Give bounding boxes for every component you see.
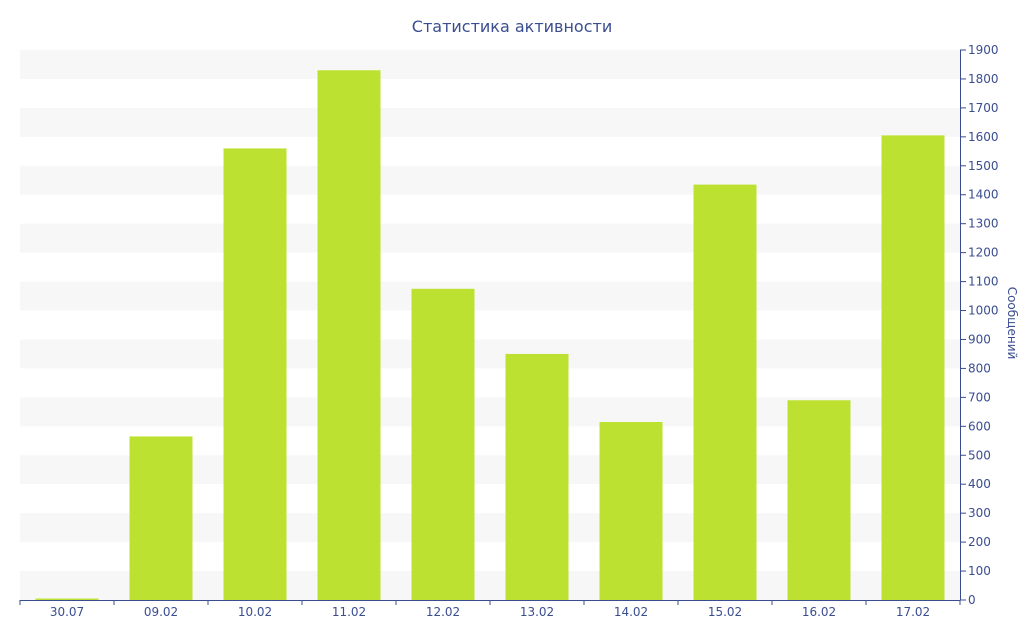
y-tick-label: 1300 (968, 217, 999, 231)
y-tick-label: 800 (968, 361, 991, 375)
x-axis: 30.07 09.02 10.02 11.02 12.02 13.02 14.02 15.02… (19, 600, 961, 619)
grid-band (20, 281, 960, 311)
x-tick-label: 13.02 (520, 605, 554, 619)
x-tick-label: 09.02 (144, 605, 178, 619)
y-tick-label: 0 (968, 593, 976, 607)
y-tick-label: 1900 (968, 43, 999, 57)
bar-17.02 (881, 135, 945, 601)
y-tick-label: 700 (968, 390, 991, 404)
x-tick-label: 30.07 (50, 605, 84, 619)
y-tick-label: 900 (968, 332, 991, 346)
y-tick-label: 1500 (968, 159, 999, 173)
x-tick-label: 11.02 (332, 605, 366, 619)
grid-band (20, 50, 960, 79)
bar-16.02 (787, 400, 851, 600)
y-axis-title: Сообщений (1005, 287, 1019, 360)
y-tick-label: 1100 (968, 275, 999, 289)
bar-10.02 (223, 148, 287, 600)
y-tick-label: 400 (968, 477, 991, 491)
bars-group (35, 70, 945, 601)
y-tick-label: 1800 (968, 72, 999, 86)
grid-band (20, 339, 960, 369)
x-tick-label: 14.02 (614, 605, 648, 619)
grid-band (20, 165, 960, 195)
bar-09.02 (129, 436, 193, 600)
x-tick-label: 10.02 (238, 605, 272, 619)
grid-band (20, 223, 960, 253)
x-tick-label: 12.02 (426, 605, 460, 619)
y-tick-label: 1200 (968, 246, 999, 260)
x-tick-label: 16.02 (802, 605, 836, 619)
bar-13.02 (505, 353, 569, 600)
y-tick-label: 200 (968, 535, 991, 549)
x-tick-label: 15.02 (708, 605, 742, 619)
grid-band (20, 107, 960, 137)
bar-14.02 (599, 421, 663, 600)
y-tick-label: 500 (968, 448, 991, 462)
bar-30.07 (35, 598, 99, 600)
y-tick-label: 1400 (968, 188, 999, 202)
y-tick-label: 1000 (968, 304, 999, 318)
y-axis: 0 100 200 300 400 500 600 700 800 900 1000 1100 1200… (960, 43, 999, 607)
bar-12.02 (411, 288, 475, 600)
y-tick-label: 1700 (968, 101, 999, 115)
y-tick-label: 100 (968, 564, 991, 578)
bar-15.02 (693, 184, 757, 600)
y-tick-label: 300 (968, 506, 991, 520)
chart-title: Статистика активности (412, 17, 612, 36)
x-tick-label: 17.02 (896, 605, 930, 619)
y-tick-label: 1600 (968, 130, 999, 144)
y-tick-label: 600 (968, 419, 991, 433)
bar-11.02 (317, 70, 381, 600)
